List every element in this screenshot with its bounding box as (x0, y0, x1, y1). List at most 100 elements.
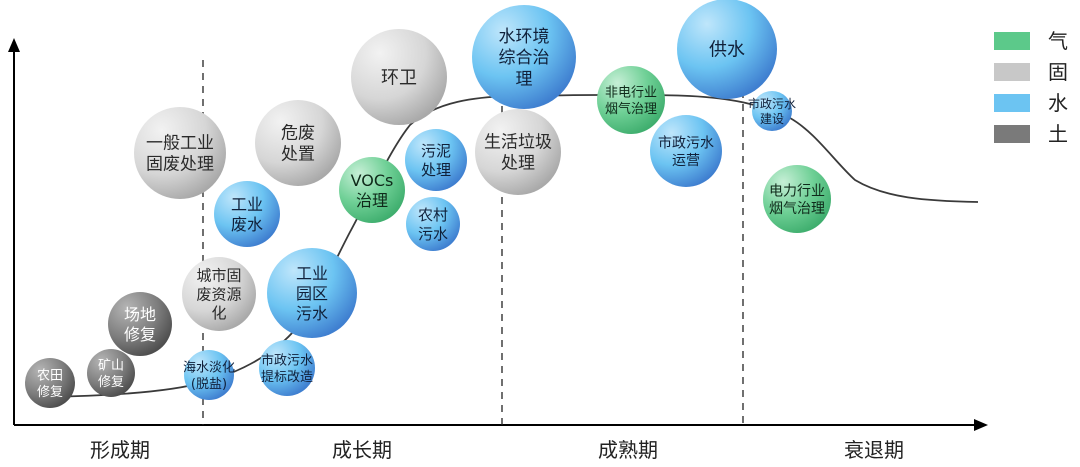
legend-label-water: 水 (1048, 91, 1068, 115)
bubble-circle (134, 107, 226, 199)
stage-label-formation: 形成期 (90, 438, 150, 462)
bubble-circle (752, 91, 792, 131)
legend-label-gas: 气 (1048, 29, 1068, 53)
bubble-circle (184, 350, 234, 400)
bubble-label-line: 市政污水 (748, 96, 796, 111)
bubble-water: 供水 (677, 0, 777, 99)
bubble-circle (475, 109, 561, 195)
bubble-label-line: 市政污水 (261, 353, 313, 369)
bubble-label-line: 修复 (37, 385, 63, 400)
bubble-circle (182, 257, 256, 331)
bubble-label-line: 建设 (760, 112, 784, 126)
bubble-label-line: 生活垃圾 (484, 132, 552, 152)
bubble-circle (763, 165, 831, 233)
stage-labels: 形成期 成长期 成熟期 衰退期 (90, 438, 904, 462)
stage-label-growth: 成长期 (332, 438, 392, 462)
bubble-label-line: 固废处理 (146, 155, 214, 175)
y-axis-arrow (8, 38, 20, 52)
bubble-label-line: 供水 (709, 39, 745, 60)
stage-label-decline: 衰退期 (844, 438, 904, 462)
bubble-label-line: (脱盐) (191, 377, 227, 392)
axes (8, 38, 988, 431)
bubble-label-line: 园区 (296, 284, 328, 303)
bubble-label-line: 矿山 (98, 359, 124, 374)
bubble-circle (339, 157, 405, 223)
bubble-circle (214, 181, 280, 247)
bubble-label-line: 场地 (124, 305, 156, 324)
bubble-circle (650, 115, 722, 187)
x-axis-arrow (974, 419, 988, 431)
legend-label-solid: 固 (1048, 60, 1068, 84)
bubble-label-line: 修复 (124, 325, 156, 344)
bubble-circle (351, 29, 447, 125)
bubble-label-line: 提标改造 (261, 369, 313, 385)
bubble-label-line: 污水 (418, 225, 448, 243)
bubble-label-line: 烟气治理 (605, 101, 657, 117)
bubble-circle (25, 358, 75, 408)
bubble-circle (405, 129, 467, 191)
bubble-label-line: 运营 (672, 153, 700, 169)
legend-swatch-water (994, 94, 1030, 112)
bubble-label-line: 市政污水 (658, 134, 714, 151)
bubble-circle (406, 197, 460, 251)
bubble-label-line: 非电行业 (605, 86, 657, 101)
bubble-label-line: 城市固 (196, 267, 241, 285)
lifecycle-curve (41, 93, 979, 398)
bubble-circle (597, 66, 665, 134)
bubble-label-line: 污泥 (421, 142, 451, 160)
bubble-circle (259, 340, 315, 396)
bubble-solid: 环卫 (351, 29, 447, 125)
bubble-circle (255, 100, 341, 186)
bubble-label-line: 处理 (501, 154, 535, 174)
bubble-label-line: 化 (211, 304, 226, 322)
bubble-label-line: 处理 (421, 161, 451, 179)
legend-swatch-gas (994, 32, 1030, 50)
bubble-label-line: 工业 (296, 264, 328, 283)
bubble-label-line: 治理 (356, 191, 388, 210)
bubble-circle (472, 5, 576, 109)
bubble-label-line: 处置 (281, 145, 315, 165)
bubble-label-line: 农田 (37, 369, 63, 384)
bubble-circle (267, 248, 357, 338)
bubble-label-line: 废资源 (196, 285, 241, 303)
bubble-circle (87, 349, 135, 397)
bubble-label-line: 一般工业 (146, 133, 214, 153)
bubble-label-line: 污水 (296, 304, 328, 323)
legend-swatch-soil (994, 125, 1030, 143)
bubble-water: 海水淡化(脱盐) (183, 350, 235, 400)
stage-label-mature: 成熟期 (598, 438, 658, 462)
bubble-group: 农田修复矿山修复场地修复城市固废资源化海水淡化(脱盐)一般工业固废处理工业废水危… (25, 0, 831, 408)
bubble-label-line: VOCs (351, 171, 394, 190)
bubble-label-line: 理 (516, 69, 533, 89)
bubble-label-line: 环卫 (381, 67, 417, 88)
bubble-circle (108, 292, 172, 356)
bubble-circle (677, 0, 777, 99)
bubble-label-line: 海水淡化 (183, 361, 235, 376)
bubble-label-line: 水环境 (499, 27, 550, 47)
bubble-label-line: 烟气治理 (769, 201, 825, 217)
bubble-label-line: 危废 (281, 123, 315, 143)
bubble-label-line: 农村 (418, 206, 448, 224)
bubble-label-line: 废水 (231, 215, 263, 234)
legend-label-soil: 土 (1048, 122, 1068, 146)
bubble-label-line: 修复 (98, 375, 124, 390)
bubble-label-line: 电力行业 (769, 183, 825, 199)
bubble-label-line: 综合治 (499, 48, 550, 68)
bubble-label-line: 工业 (231, 195, 263, 214)
